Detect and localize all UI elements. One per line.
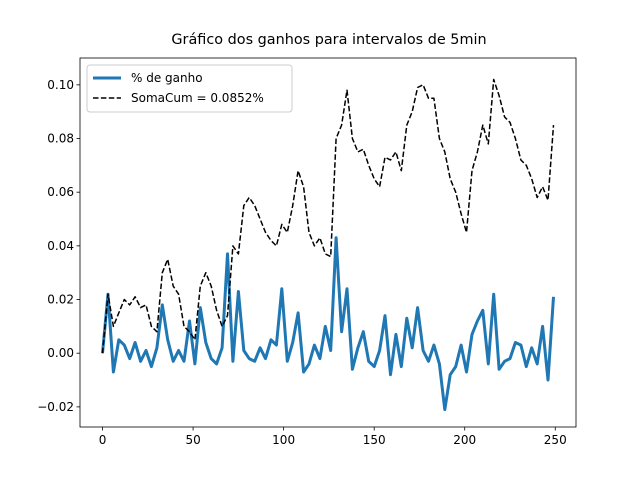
y-tick-label: 0.06 [47,185,74,199]
legend-label: % de ganho [131,71,203,85]
y-tick-label: 0.04 [47,239,74,253]
plot-frame [79,57,577,428]
y-tick-label: 0.10 [47,78,74,92]
legend-box [86,64,293,113]
y-tick-label: 0.00 [47,346,74,360]
series-line [101,78,555,354]
y-tick-label: 0.02 [47,293,74,307]
x-tick-label: 0 [99,433,107,447]
legend-label: SomaCum = 0.0852% [131,91,264,105]
x-tick-label: 250 [544,433,567,447]
x-tick-label: 50 [185,433,200,447]
series-line [101,236,555,412]
chart-title: Gráfico dos ganhos para intervalos de 5m… [171,32,486,48]
x-tick-label: 150 [363,433,386,447]
x-tick-label: 200 [453,433,476,447]
y-tick-label: 0.08 [47,132,74,146]
x-tick-label: 100 [272,433,295,447]
y-tick-label: −0.02 [37,400,74,414]
